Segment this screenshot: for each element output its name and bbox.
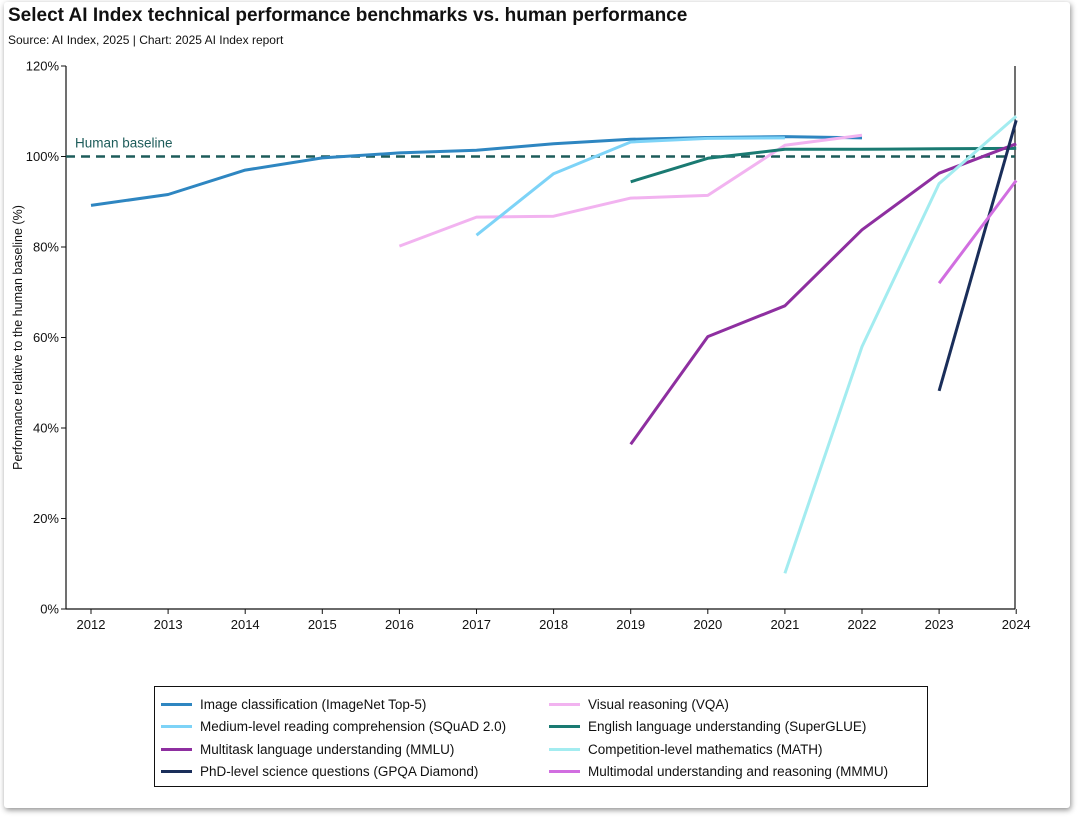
legend-label: PhD-level science questions (GPQA Diamon… xyxy=(200,763,479,779)
legend-swatch xyxy=(549,702,580,706)
legend-label: Image classification (ImageNet Top-5) xyxy=(200,696,427,712)
legend-label: Competition-level mathematics (MATH) xyxy=(588,741,823,757)
legend-label: Visual reasoning (VQA) xyxy=(588,696,729,712)
x-tick-label: 2017 xyxy=(462,617,491,632)
legend-label: Multimodal understanding and reasoning (… xyxy=(588,763,889,779)
legend-item: PhD-level science questions (GPQA Diamon… xyxy=(161,760,478,782)
legend-item: English language understanding (SuperGLU… xyxy=(549,715,866,737)
legend-item: Visual reasoning (VQA) xyxy=(549,693,729,715)
x-tick-label: 2013 xyxy=(154,617,183,632)
x-tick-label: 2012 xyxy=(77,617,106,632)
chart-subtitle: Source: AI Index, 2025 | Chart: 2025 AI … xyxy=(8,33,284,47)
legend-label: Multitask language understanding (MMLU) xyxy=(200,741,455,757)
legend-item: Competition-level mathematics (MATH) xyxy=(549,738,823,760)
legend-swatch xyxy=(161,769,192,773)
x-tick-label: 2020 xyxy=(693,617,722,632)
legend-label: English language understanding (SuperGLU… xyxy=(588,718,867,734)
legend-swatch xyxy=(549,769,580,773)
x-tick-label: 2018 xyxy=(539,617,568,632)
y-tick-label: 40% xyxy=(33,421,59,436)
series-line xyxy=(630,146,1017,184)
legend-swatch xyxy=(549,724,580,728)
series-line xyxy=(398,133,863,248)
legend-item: Medium-level reading comprehension (SQuA… xyxy=(161,715,506,737)
chart-legend: Image classification (ImageNet Top-5) Vi… xyxy=(154,686,928,787)
legend-swatch xyxy=(161,702,192,706)
x-tick-label: 2019 xyxy=(616,617,645,632)
series-line xyxy=(629,142,1017,446)
y-tick-label: 60% xyxy=(33,330,59,345)
legend-item: Multitask language understanding (MMLU) xyxy=(161,738,454,760)
legend-label: Medium-level reading comprehension (SQuA… xyxy=(200,718,507,734)
legend-swatch xyxy=(161,747,192,751)
chart-title: Select AI Index technical performance be… xyxy=(8,5,688,26)
series-line xyxy=(937,179,1018,285)
x-tick-label: 2016 xyxy=(385,617,414,632)
human-baseline-label: Human baseline xyxy=(75,136,173,151)
y-tick-label: 80% xyxy=(33,240,59,255)
y-tick-label: 100% xyxy=(26,149,60,164)
x-tick-label: 2023 xyxy=(925,617,954,632)
x-tick-label: 2021 xyxy=(770,617,799,632)
x-tick-label: 2024 xyxy=(1002,617,1031,632)
y-tick-label: 20% xyxy=(33,511,59,526)
series-line xyxy=(475,136,785,237)
legend-item: Multimodal understanding and reasoning (… xyxy=(549,760,888,782)
x-tick-label: 2022 xyxy=(848,617,877,632)
x-tick-label: 2014 xyxy=(231,617,260,632)
chart-card xyxy=(4,2,1070,808)
legend-swatch xyxy=(161,724,192,728)
x-tick-label: 2015 xyxy=(308,617,337,632)
y-tick-label: 0% xyxy=(40,602,59,617)
series-line xyxy=(783,115,1018,574)
legend-swatch xyxy=(549,747,580,751)
y-tick-label: 120% xyxy=(26,59,60,74)
series-line xyxy=(937,119,1018,392)
legend-item: Image classification (ImageNet Top-5) xyxy=(161,693,426,715)
y-axis-title: Performance relative to the human baseli… xyxy=(11,205,25,470)
